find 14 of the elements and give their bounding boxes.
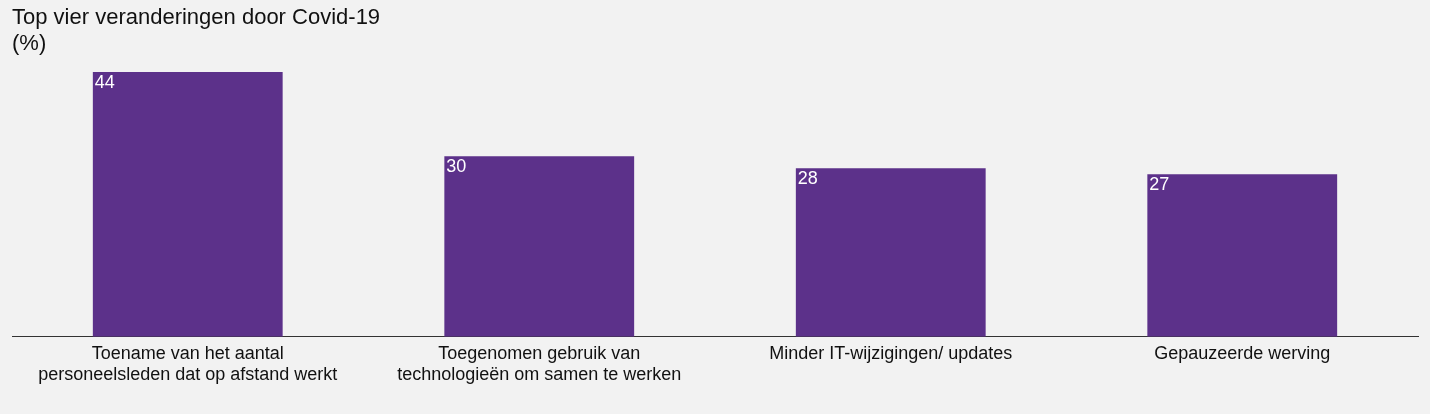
x-tick-label: Gepauzeerde werving — [1154, 342, 1331, 363]
bar — [92, 72, 283, 337]
x-tick-label: Minder IT-wijzigingen/ updates — [769, 342, 1013, 363]
bar — [795, 168, 986, 337]
bar — [444, 156, 635, 337]
data-label: 30 — [446, 156, 467, 177]
data-label: 44 — [94, 71, 115, 92]
bar — [1147, 174, 1338, 337]
data-label: 28 — [797, 168, 818, 189]
x-tick-label: Toename van het aantal personeelsleden dat op afstand werkt — [38, 342, 338, 385]
x-tick-label: Toegenomen gebruik van technologieën om samen te werken — [397, 342, 682, 385]
data-label: 27 — [1149, 174, 1170, 195]
chart-title: Top vier veranderingen door Covid-19 — [11, 3, 382, 30]
chart-subtitle: (%) — [11, 30, 48, 56]
